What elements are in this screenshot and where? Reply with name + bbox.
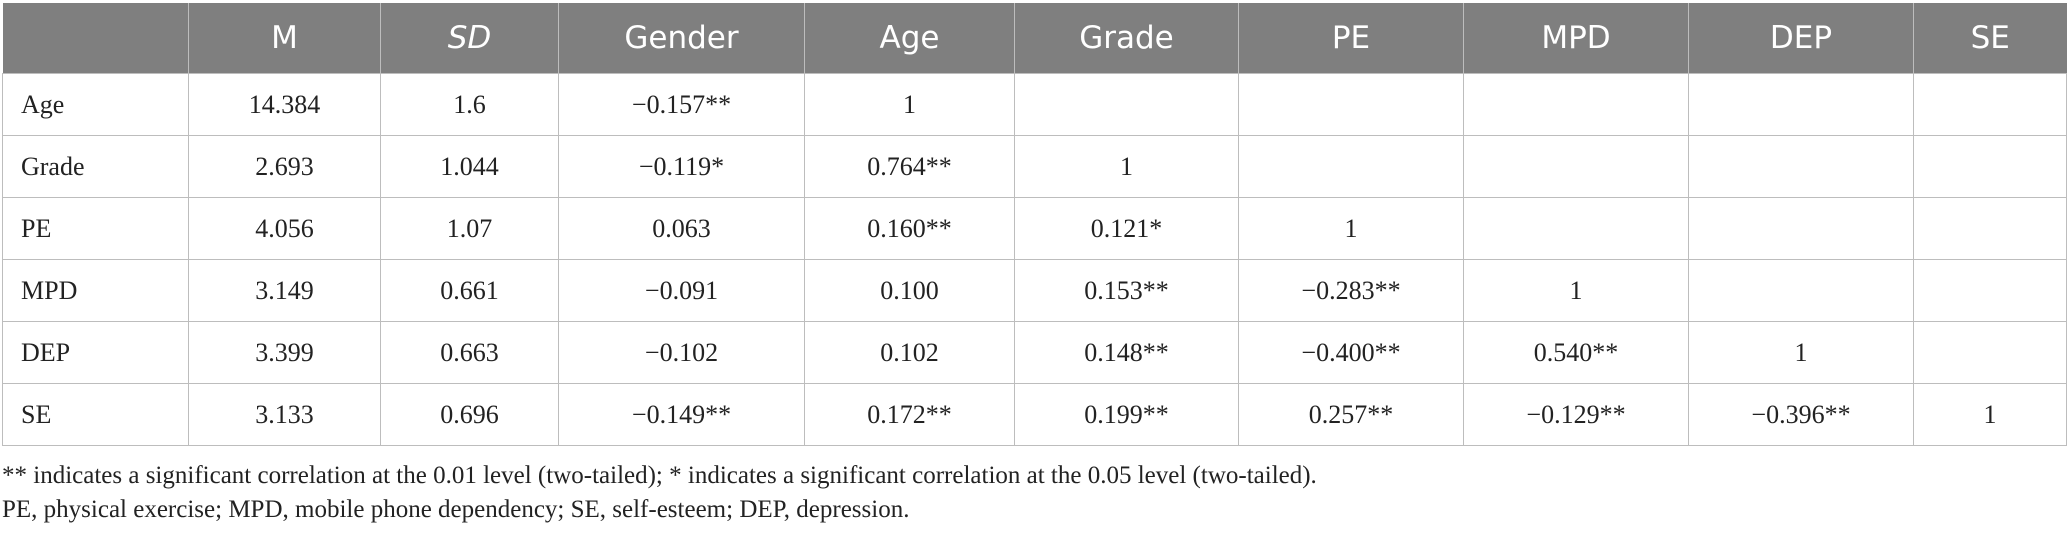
table-cell: [1238, 73, 1464, 136]
table-cell: 0.663: [380, 321, 559, 384]
column-header: DEP: [1688, 3, 1914, 74]
table-row: MPD 3.149 0.661 −0.091 0.100 0.153** −0.283** 1: [2, 259, 2067, 322]
column-header: M: [188, 3, 381, 74]
table-cell: 1: [1913, 383, 2067, 446]
table-cell: 14.384: [188, 73, 381, 136]
table-cell: 0.696: [380, 383, 559, 446]
table-cell: 0.148**: [1014, 321, 1239, 384]
column-header: PE: [1238, 3, 1464, 74]
table-row: Grade 2.693 1.044 −0.119* 0.764** 1: [2, 135, 2067, 198]
table-body: Age 14.384 1.6 −0.157** 1 Grade 2.693 1.044 −0.1…: [2, 73, 2067, 446]
table-cell: [1688, 259, 1914, 322]
table-cell: [1913, 73, 2067, 136]
column-header: Gender: [558, 3, 805, 74]
table-row: PE 4.056 1.07 0.063 0.160** 0.121* 1: [2, 197, 2067, 260]
row-label: SE: [2, 383, 189, 446]
table-cell: 3.133: [188, 383, 381, 446]
table-cell: 0.764**: [804, 135, 1015, 198]
table-cell: −0.157**: [558, 73, 805, 136]
correlation-table-container: M SD Gender Age Grade PE MPD DEP SE Age 14.384 1.6…: [2, 3, 2067, 523]
table-notes: ** indicates a significant correlation a…: [2, 459, 1317, 527]
table-cell: −0.149**: [558, 383, 805, 446]
column-header: [2, 3, 189, 74]
table-cell: [1238, 135, 1464, 198]
table-cell: 0.540**: [1463, 321, 1689, 384]
table-cell: [1014, 73, 1239, 136]
table-header-row: M SD Gender Age Grade PE MPD DEP SE: [2, 3, 2067, 74]
table-cell: 1: [1463, 259, 1689, 322]
table-cell: 1.044: [380, 135, 559, 198]
table-cell: 0.172**: [804, 383, 1015, 446]
table-cell: 1: [804, 73, 1015, 136]
table-cell: 0.661: [380, 259, 559, 322]
significance-note: ** indicates a significant correlation a…: [2, 462, 1317, 489]
table-cell: 1.07: [380, 197, 559, 260]
table-cell: 0.100: [804, 259, 1015, 322]
table-cell: −0.400**: [1238, 321, 1464, 384]
table-cell: 0.199**: [1014, 383, 1239, 446]
table-cell: 3.149: [188, 259, 381, 322]
table-cell: [1463, 73, 1689, 136]
table-cell: 0.153**: [1014, 259, 1239, 322]
table-cell: 1: [1238, 197, 1464, 260]
column-header: SD: [380, 3, 559, 74]
column-header: Age: [804, 3, 1015, 74]
table-row: SE 3.133 0.696 −0.149** 0.172** 0.199** 0.257*…: [2, 383, 2067, 446]
row-label: Grade: [2, 135, 189, 198]
table-cell: −0.119*: [558, 135, 805, 198]
table-cell: [1688, 135, 1914, 198]
table-cell: 0.102: [804, 321, 1015, 384]
table-cell: 0.063: [558, 197, 805, 260]
table-cell: 1: [1688, 321, 1914, 384]
table-cell: −0.102: [558, 321, 805, 384]
table-cell: −0.396**: [1688, 383, 1914, 446]
table-row: DEP 3.399 0.663 −0.102 0.102 0.148** −0.400** 0…: [2, 321, 2067, 384]
table-cell: 4.056: [188, 197, 381, 260]
table-cell: 1: [1014, 135, 1239, 198]
table-row: Age 14.384 1.6 −0.157** 1: [2, 73, 2067, 136]
row-label: PE: [2, 197, 189, 260]
table-cell: [1463, 135, 1689, 198]
table-cell: 0.121*: [1014, 197, 1239, 260]
table-cell: −0.283**: [1238, 259, 1464, 322]
table-cell: −0.129**: [1463, 383, 1689, 446]
abbreviations-note: PE, physical exercise; MPD, mobile phone…: [2, 496, 910, 523]
table-cell: [1913, 259, 2067, 322]
table-cell: 3.399: [188, 321, 381, 384]
table-cell: 0.160**: [804, 197, 1015, 260]
table-cell: 0.257**: [1238, 383, 1464, 446]
table-cell: [1913, 135, 2067, 198]
table-cell: [1688, 73, 1914, 136]
row-label: Age: [2, 73, 189, 136]
table-cell: [1463, 197, 1689, 260]
table-cell: [1688, 197, 1914, 260]
table-cell: −0.091: [558, 259, 805, 322]
table-cell: [1913, 321, 2067, 384]
correlation-table: M SD Gender Age Grade PE MPD DEP SE Age 14.384 1.6…: [2, 3, 2067, 446]
column-header: Grade: [1014, 3, 1239, 74]
row-label: MPD: [2, 259, 189, 322]
table-cell: 2.693: [188, 135, 381, 198]
table-cell: [1913, 197, 2067, 260]
row-label: DEP: [2, 321, 189, 384]
column-header: MPD: [1463, 3, 1689, 74]
table-cell: 1.6: [380, 73, 559, 136]
column-header: SE: [1913, 3, 2067, 74]
